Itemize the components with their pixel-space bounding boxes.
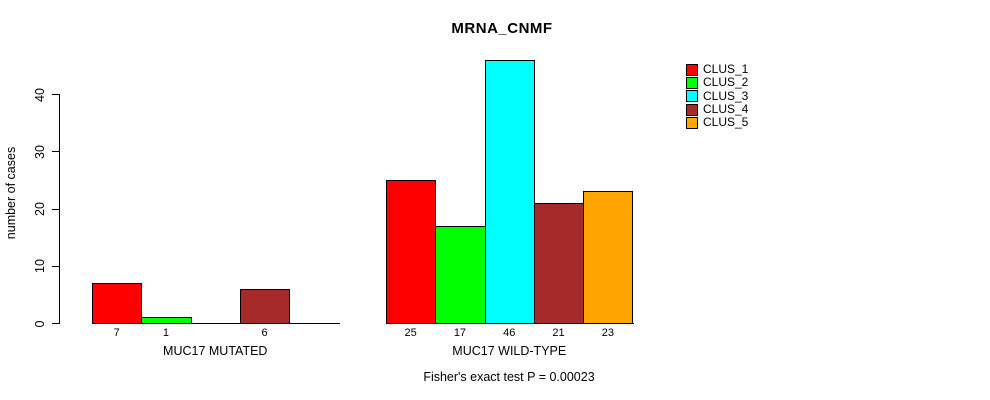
group-label: MUC17 WILD-TYPE xyxy=(452,344,567,358)
bar-value-label: 46 xyxy=(503,327,516,339)
bar-clus_1-muc17-wild-type xyxy=(386,180,437,324)
y-axis-tick-label: 40 xyxy=(33,87,47,102)
bar-value-label: 6 xyxy=(261,327,268,339)
y-axis-label: number of cases xyxy=(4,146,18,240)
legend-item-clus_5: CLUS_5 xyxy=(686,116,748,129)
legend-item-clus_4: CLUS_4 xyxy=(686,103,748,116)
legend-label: CLUS_2 xyxy=(703,75,749,90)
legend-item-clus_2: CLUS_2 xyxy=(686,76,748,89)
legend-swatch-clus_5 xyxy=(686,116,698,129)
legend-label: CLUS_1 xyxy=(703,62,749,77)
bar-value-label: 25 xyxy=(404,327,417,339)
y-axis-tick-label: 30 xyxy=(33,144,47,159)
bar-value-label: 7 xyxy=(113,327,120,339)
bar-clus_2-muc17-mutated xyxy=(141,317,192,324)
legend-swatch-clus_2 xyxy=(686,76,698,89)
chart-title: MRNA_CNMF xyxy=(451,20,553,37)
legend-label: CLUS_4 xyxy=(703,102,749,117)
y-axis-tick xyxy=(52,265,59,267)
bar-clus_3-muc17-wild-type xyxy=(484,59,535,324)
legend-swatch-clus_4 xyxy=(686,103,698,116)
bar-value-label: 17 xyxy=(453,327,467,339)
legend-swatch-clus_3 xyxy=(686,90,698,103)
y-axis-tick xyxy=(52,208,59,210)
bar-value-label: 21 xyxy=(552,327,565,339)
legend-item-clus_3: CLUS_3 xyxy=(686,88,749,103)
bar-clus_4-muc17-mutated xyxy=(239,288,291,324)
fisher-test-annotation: Fisher's exact test P = 0.00023 xyxy=(423,370,595,384)
legend-label: CLUS_3 xyxy=(703,88,749,103)
y-axis-tick xyxy=(52,151,59,153)
bar-value-label: 23 xyxy=(601,327,614,339)
bar-clus_1-muc17-mutated xyxy=(92,282,143,324)
legend-item-clus_1: CLUS_1 xyxy=(686,63,748,76)
y-axis-line xyxy=(59,94,60,324)
y-axis-tick xyxy=(52,323,59,324)
legend-swatch-clus_1 xyxy=(686,63,698,76)
y-axis-tick-label: 10 xyxy=(33,259,47,274)
group-label: MUC17 MUTATED xyxy=(163,344,268,358)
y-axis-tick-label: 0 xyxy=(33,320,47,327)
legend: CLUS_1 CLUS_2 CLUS_3 CLUS_4 CLUS_5 xyxy=(686,63,748,129)
legend-label: CLUS_5 xyxy=(703,115,749,130)
bar-clus_4-muc17-wild-type xyxy=(533,202,585,324)
y-axis-tick-label: 20 xyxy=(33,202,47,217)
bar-value-label: 1 xyxy=(162,327,169,339)
bar-clus_2-muc17-wild-type xyxy=(435,225,486,324)
group-baseline xyxy=(92,323,340,324)
bar-clus_5-muc17-wild-type xyxy=(583,191,634,324)
y-axis-tick xyxy=(52,94,59,96)
